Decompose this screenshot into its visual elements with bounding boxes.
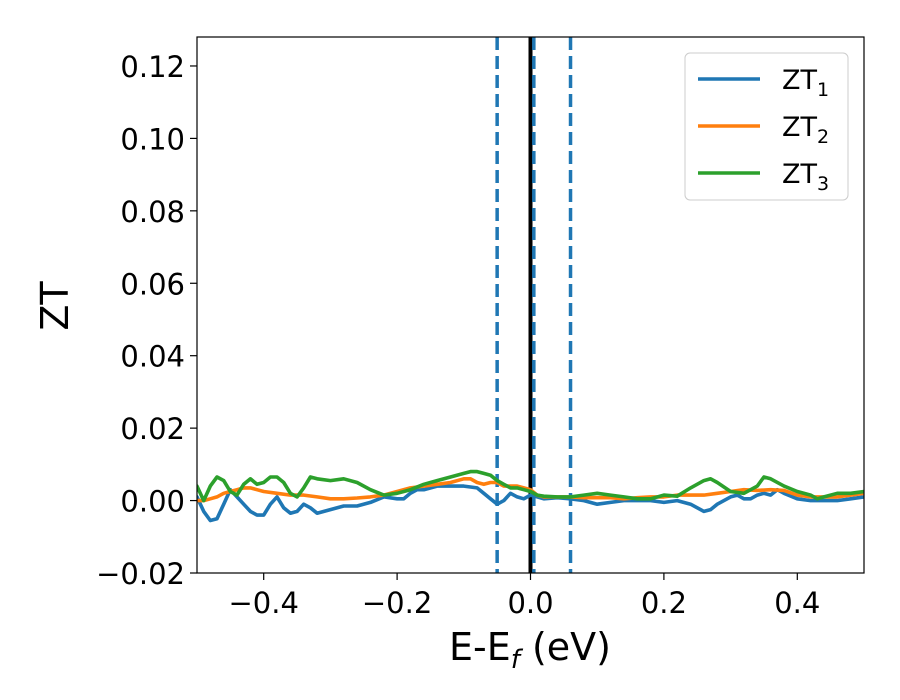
- legend-box: [684, 52, 849, 201]
- y-tick-label: 0.08: [120, 195, 185, 229]
- legend-label-zt3: ZT3: [782, 159, 829, 195]
- y-tick-label: 0.06: [120, 267, 185, 301]
- series-line-zt3: [197, 469, 864, 503]
- x-axis-ticks: −0.4 −0.2 0.0 0.2 0.4: [228, 573, 820, 620]
- y-tick-label: 0.04: [120, 340, 185, 374]
- x-axis-label: E-Ef (eV): [449, 625, 611, 675]
- x-tick-label: 0.2: [641, 586, 687, 620]
- x-tick-label: −0.2: [362, 586, 432, 620]
- x-axis-label-main: E-E: [449, 625, 511, 669]
- x-axis-label-unit: (eV): [520, 625, 611, 669]
- x-tick-label: 0.4: [774, 586, 820, 620]
- y-axis-ticks: −0.02 0.00 0.02 0.04 0.06 0.08 0.10 0.12: [96, 50, 197, 591]
- y-tick-label: 0.02: [120, 412, 185, 446]
- y-tick-label: 0.00: [120, 485, 185, 519]
- legend-label-zt2: ZT2: [782, 112, 829, 148]
- y-tick-label: −0.02: [96, 557, 185, 591]
- legend-items: ZT1 ZT2 ZT3: [698, 65, 829, 195]
- y-axis-label: ZT: [33, 281, 77, 331]
- x-tick-label: 0.0: [507, 586, 553, 620]
- y-tick-label: 0.10: [120, 122, 185, 156]
- series-lines: [197, 469, 864, 523]
- y-tick-label: 0.12: [120, 50, 185, 84]
- legend: ZT1 ZT2 ZT3: [684, 52, 849, 201]
- legend-label-zt1: ZT1: [782, 65, 829, 101]
- series-line-zt1: [197, 484, 864, 523]
- x-tick-label: −0.4: [228, 586, 298, 620]
